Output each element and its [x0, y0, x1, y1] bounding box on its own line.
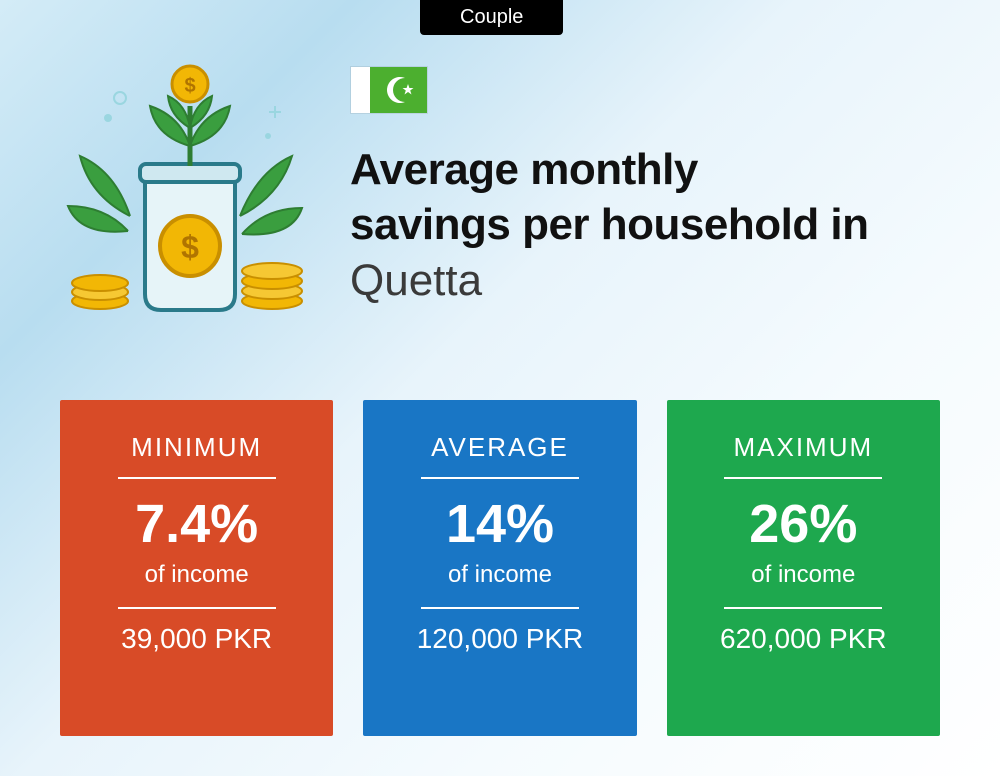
stat-label: MINIMUM — [84, 432, 309, 463]
divider — [724, 477, 882, 479]
stat-label: MAXIMUM — [691, 432, 916, 463]
svg-text:$: $ — [184, 75, 195, 97]
headline-city: Quetta — [350, 252, 869, 309]
coin-stack-left-icon — [72, 275, 128, 309]
divider — [118, 607, 276, 609]
savings-jar-icon: $ — [140, 164, 240, 310]
stat-amount: 120,000 PKR — [387, 623, 612, 655]
stat-percent: 7.4% — [84, 493, 309, 555]
category-badge-label: Couple — [460, 6, 523, 28]
stat-card-average: AVERAGE 14% of income 120,000 PKR — [363, 400, 636, 736]
stat-percent: 26% — [691, 493, 916, 555]
stat-cards-row: MINIMUM 7.4% of income 39,000 PKR AVERAG… — [60, 400, 940, 736]
stat-amount: 39,000 PKR — [84, 623, 309, 655]
sparkle-icon — [265, 133, 271, 139]
header-section: $ $ — [60, 56, 960, 316]
savings-illustration: $ $ — [60, 56, 310, 316]
svg-text:$: $ — [181, 229, 199, 265]
divider — [421, 607, 579, 609]
stat-sub: of income — [691, 561, 916, 589]
flag-green-field — [370, 67, 427, 113]
divider — [421, 477, 579, 479]
coin-stack-right-icon — [242, 263, 302, 309]
leaves-left-icon — [68, 156, 130, 232]
headline-line2: savings per household in — [350, 197, 869, 252]
stat-card-maximum: MAXIMUM 26% of income 620,000 PKR — [667, 400, 940, 736]
stat-sub: of income — [84, 561, 309, 589]
sparkle-icon — [114, 92, 126, 104]
stat-percent: 14% — [387, 493, 612, 555]
stat-sub: of income — [387, 561, 612, 589]
stat-card-minimum: MINIMUM 7.4% of income 39,000 PKR — [60, 400, 333, 736]
divider — [724, 607, 882, 609]
stat-amount: 620,000 PKR — [691, 623, 916, 655]
title-block: Average monthly savings per household in… — [350, 56, 869, 309]
plant-stem-icon: $ — [150, 66, 230, 166]
sparkle-icon — [104, 114, 112, 122]
divider — [118, 477, 276, 479]
stat-label: AVERAGE — [387, 432, 612, 463]
pakistan-flag-icon — [350, 66, 428, 114]
headline-line1: Average monthly — [350, 142, 869, 197]
sparkle-icon — [269, 106, 281, 118]
category-badge: Couple — [420, 0, 563, 35]
leaves-right-icon — [240, 156, 302, 234]
flag-white-stripe — [351, 67, 370, 113]
